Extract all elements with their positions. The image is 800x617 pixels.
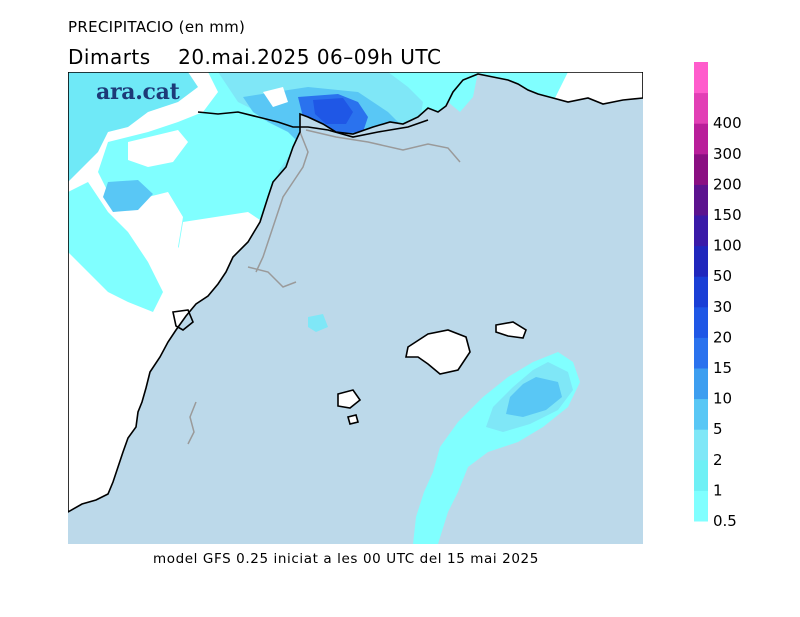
legend-label: 0.5 [713, 512, 737, 530]
legend-swatch [694, 62, 708, 94]
legend-swatch [694, 337, 708, 369]
legend-swatch [694, 398, 708, 430]
legend-swatch [694, 429, 708, 461]
legend-label: 5 [713, 420, 723, 438]
legend-swatch [694, 368, 708, 400]
legend-swatch [694, 459, 708, 491]
legend-swatch [694, 123, 708, 155]
legend-label: 20 [713, 328, 732, 346]
legend-swatch [694, 306, 708, 338]
map-title: PRECIPITACIO (en mm) [68, 18, 246, 36]
precipitation-map [68, 72, 643, 544]
precip-sea [308, 72, 580, 544]
legend-label: 100 [713, 237, 742, 255]
legend-label: 300 [713, 145, 742, 163]
legend-label: 2 [713, 451, 723, 469]
legend-swatch [694, 215, 708, 247]
legend-label: 400 [713, 114, 742, 132]
legend-label: 10 [713, 390, 732, 408]
coastline [68, 72, 643, 513]
legend-label: 30 [713, 298, 732, 316]
forecast-time: Dimarts 20.mai.2025 06–09h UTC [68, 45, 442, 69]
legend-label: 200 [713, 175, 742, 193]
political-borders [187, 129, 461, 445]
precipitation-legend: 0.5 1 2 5 10 15 20 30 50 100 150 200 300 400 [690, 62, 770, 532]
legend-label: 150 [713, 206, 742, 224]
legend-swatch [694, 490, 708, 522]
legend-label: 15 [713, 359, 732, 377]
legend-swatch [694, 245, 708, 277]
legend-label: 1 [713, 481, 723, 499]
legend-swatch [694, 184, 708, 216]
legend-swatch [694, 92, 708, 124]
legend-label: 50 [713, 267, 732, 285]
ara-cat-logo: ara.cat [96, 79, 180, 105]
legend-swatch [694, 276, 708, 308]
model-info: model GFS 0.25 iniciat a les 00 UTC del … [153, 551, 539, 567]
legend-swatch [694, 153, 708, 185]
balearic-islands [337, 321, 527, 425]
